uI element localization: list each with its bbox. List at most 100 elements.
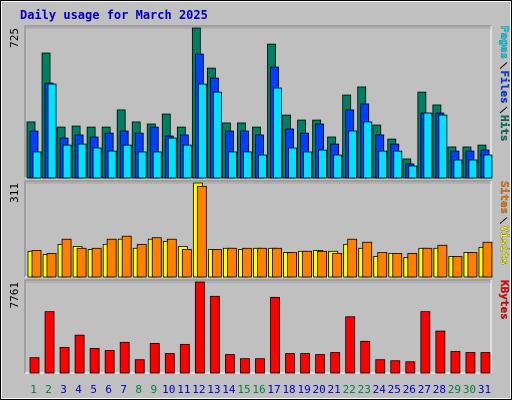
bar xyxy=(332,253,343,278)
x-tick-label: 26 xyxy=(403,383,416,396)
bar xyxy=(345,316,356,374)
bar xyxy=(482,241,493,278)
bar xyxy=(137,151,147,179)
bar xyxy=(62,144,72,179)
bar xyxy=(405,361,416,374)
bar xyxy=(104,350,115,374)
legend-entry: Pages xyxy=(498,26,511,59)
bar xyxy=(227,247,237,278)
x-tick-label: 2 xyxy=(45,383,52,396)
legend-entry: Visits xyxy=(498,226,511,266)
x-tick-label: 28 xyxy=(433,383,446,396)
bar xyxy=(106,238,117,278)
bar xyxy=(423,112,433,179)
x-tick-label: 23 xyxy=(358,383,371,396)
legend-separator xyxy=(499,217,508,224)
bar xyxy=(89,348,100,374)
bar xyxy=(362,241,373,278)
bar xyxy=(378,150,388,179)
x-tick-label: 29 xyxy=(448,383,461,396)
bar xyxy=(315,354,326,374)
bar xyxy=(363,121,373,179)
bar xyxy=(91,247,102,278)
legend-entry: KBytes xyxy=(498,280,511,320)
x-tick-label: 15 xyxy=(237,383,250,396)
x-tick-label: 17 xyxy=(267,383,280,396)
bar xyxy=(285,353,295,374)
x-tick-label: 9 xyxy=(150,383,157,396)
x-tick-label: 14 xyxy=(222,383,236,396)
bar xyxy=(179,343,190,374)
x-tick-label: 19 xyxy=(297,383,310,396)
bar xyxy=(59,347,70,374)
x-tick-label: 3 xyxy=(60,383,67,396)
bar xyxy=(181,249,192,278)
bar xyxy=(76,247,87,278)
bar xyxy=(467,252,478,278)
bar xyxy=(211,249,222,278)
bar xyxy=(450,351,461,374)
bar xyxy=(375,359,386,374)
bar xyxy=(287,252,297,278)
bar xyxy=(240,358,250,374)
legend-entry: Hits xyxy=(498,115,511,142)
legend-separator xyxy=(499,106,508,114)
bar xyxy=(107,150,117,179)
bar xyxy=(393,150,403,179)
bar xyxy=(166,238,177,278)
bar xyxy=(152,151,162,179)
bar xyxy=(194,281,205,374)
bar xyxy=(242,247,252,278)
bar xyxy=(228,151,237,179)
bar xyxy=(377,252,388,278)
bar xyxy=(453,159,463,179)
bar xyxy=(61,238,72,278)
x-tick-label: 24 xyxy=(373,383,387,396)
bar xyxy=(347,238,358,278)
x-tick-label: 22 xyxy=(343,383,356,396)
bar xyxy=(32,151,42,179)
bar xyxy=(212,91,222,179)
bar xyxy=(318,149,328,179)
bar xyxy=(483,154,493,179)
x-tick-label: 11 xyxy=(177,383,190,396)
x-tick-label: 10 xyxy=(162,383,175,396)
bar xyxy=(74,334,85,374)
bar xyxy=(288,147,297,179)
bar xyxy=(255,358,265,374)
legend-entry: Files xyxy=(498,71,511,104)
x-tick-label: 30 xyxy=(463,383,476,396)
bar xyxy=(92,147,102,179)
y-tick-label: 311 xyxy=(8,183,21,203)
bar xyxy=(480,352,491,374)
x-tick-label: 18 xyxy=(282,383,295,396)
bar xyxy=(197,83,207,179)
bar xyxy=(303,151,312,179)
y-tick-label: 7761 xyxy=(8,282,21,309)
bar xyxy=(225,354,235,374)
x-tick-label: 20 xyxy=(313,383,326,396)
bar xyxy=(435,330,446,374)
legend-entry: Sites xyxy=(498,181,511,214)
x-tick-label: 5 xyxy=(90,383,97,396)
bar xyxy=(420,311,431,374)
chart-title: Daily usage for March 2025 xyxy=(20,8,208,22)
bar xyxy=(272,247,282,278)
bar xyxy=(392,253,403,278)
bar xyxy=(209,295,220,374)
x-tick-label: 12 xyxy=(192,383,205,396)
bar xyxy=(258,154,267,179)
bar xyxy=(360,340,371,374)
x-tick-label: 7 xyxy=(120,383,127,396)
bar xyxy=(270,296,280,374)
bar xyxy=(243,151,252,179)
bar xyxy=(348,130,358,179)
bar xyxy=(77,143,87,179)
bar xyxy=(31,250,42,278)
bar xyxy=(273,87,282,179)
bar xyxy=(182,144,192,179)
x-tick-label: 6 xyxy=(105,383,112,396)
legend-separator xyxy=(499,62,508,69)
bar xyxy=(317,250,328,278)
